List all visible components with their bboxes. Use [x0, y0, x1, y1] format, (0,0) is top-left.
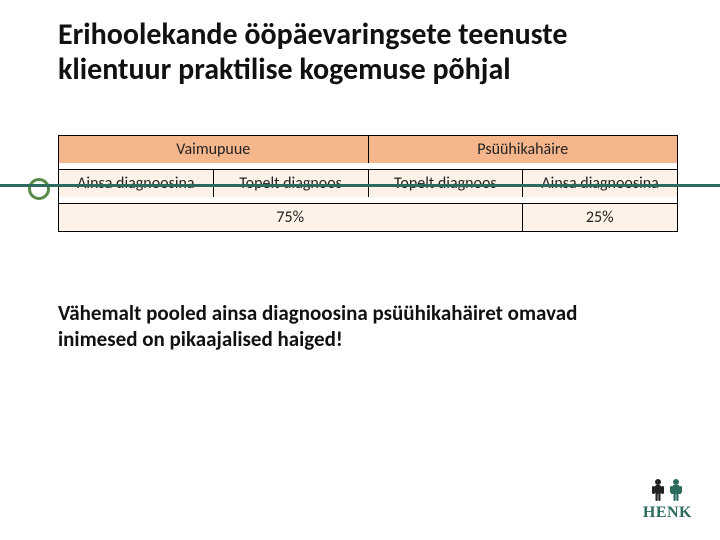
header-cell: Psüühikahäire [369, 136, 678, 163]
table-percent-row: 75% 25% [58, 203, 678, 232]
caption-text: Vähemalt pooled ainsa diagnoosina psüühi… [58, 300, 638, 353]
person-icon [668, 478, 684, 502]
logo-icons [643, 478, 692, 502]
percent-cell: 75% [59, 204, 523, 231]
table-row: Ainsa diagnoosina Topelt diagnoos Topelt… [58, 169, 678, 197]
person-icon [650, 478, 666, 502]
logo-text: HENK [643, 504, 692, 522]
title-underline [0, 184, 720, 187]
percent-cell: 25% [523, 204, 678, 231]
slide-title: Erihoolekande ööpäevaringsete teenuste k… [58, 18, 680, 87]
logo: HENK [643, 478, 692, 522]
header-cell: Vaimupuue [59, 136, 369, 163]
bullet-marker [28, 178, 50, 200]
table-header-row: Vaimupuue Psüühikahäire [58, 135, 678, 163]
